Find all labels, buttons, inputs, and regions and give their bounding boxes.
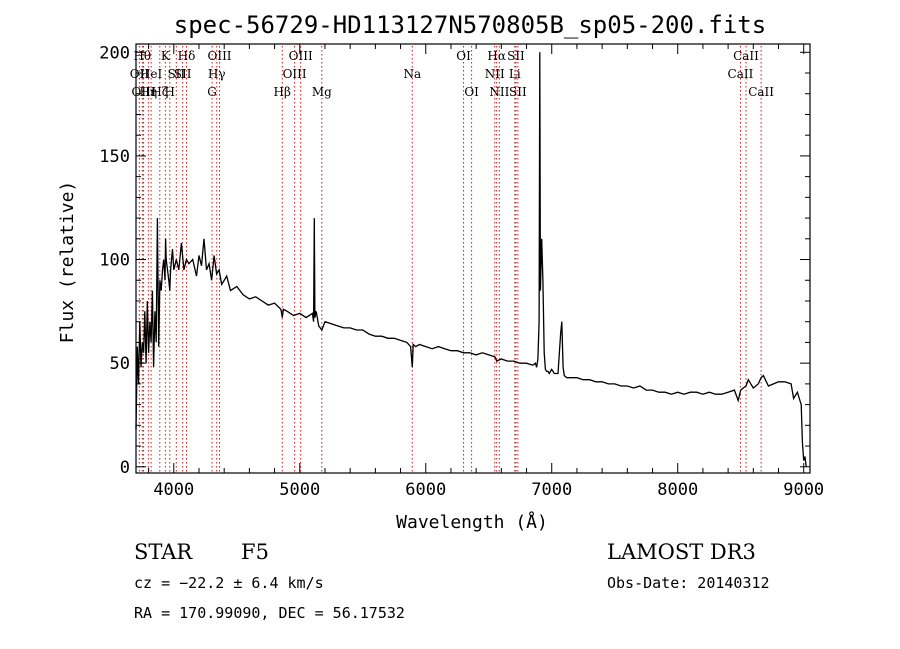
line-markers xyxy=(138,46,762,473)
y-axis: 0 50 100 150 200 xyxy=(99,43,810,478)
line-label: Mg xyxy=(312,85,332,99)
line-label: Hα xyxy=(487,49,506,63)
line-label: OIII xyxy=(283,67,307,81)
line-label: OI xyxy=(456,49,471,63)
y-tick-label: 50 xyxy=(110,354,130,374)
line-label: NII xyxy=(489,85,509,99)
line-label: G xyxy=(207,85,217,99)
line-label: Hγ xyxy=(208,67,226,81)
coordinates-readout: RA = 170.99090, DEC = 56.17532 xyxy=(134,604,405,622)
spectrum-series-line xyxy=(135,52,807,467)
x-axis-label: Wavelength (Å) xyxy=(396,511,548,533)
line-label: Hβ xyxy=(274,85,291,99)
line-label: SII xyxy=(167,67,185,81)
line-label: OI xyxy=(464,85,479,99)
line-label: SII xyxy=(174,67,192,81)
line-label: HeI xyxy=(140,67,163,81)
y-tick-label: 0 xyxy=(120,458,130,478)
x-tick-label: 8000 xyxy=(657,480,698,500)
x-tick-label: 5000 xyxy=(279,480,320,500)
line-label: OIII xyxy=(207,49,231,63)
redshift-readout: cz = −22.2 ± 6.4 km/s xyxy=(134,574,324,592)
line-label: Na xyxy=(403,67,421,81)
line-label: OIII xyxy=(132,85,156,99)
survey-name: LAMOST DR3 xyxy=(607,540,756,564)
y-axis-label: Flux (relative) xyxy=(57,181,78,344)
line-label: CaII xyxy=(728,67,754,81)
line-label: Hζ xyxy=(151,85,168,99)
line-label: SII xyxy=(507,49,525,63)
line-label: Hη xyxy=(140,85,158,99)
line-label: OII xyxy=(130,67,150,81)
line-label: Hδ xyxy=(178,49,196,63)
object-subclass: F5 xyxy=(241,540,269,564)
y-tick-label: 150 xyxy=(99,147,130,167)
chart-title: spec-56729-HD113127N570805B_sp05-200.fit… xyxy=(174,11,766,39)
plot-frame xyxy=(135,43,811,474)
line-label: NII xyxy=(485,67,505,81)
x-tick-label: 9000 xyxy=(783,480,824,500)
x-tick-label: 6000 xyxy=(405,480,446,500)
line-label: Li xyxy=(509,67,521,81)
line-labels: OIIHθOIIIHηHeIHζKHSIIHδSIIGHγOIIIHβOIIIO… xyxy=(130,49,775,99)
line-label: OIII xyxy=(289,49,313,63)
x-tick-label: 7000 xyxy=(531,480,572,500)
object-class: STAR xyxy=(134,540,193,564)
observation-date: Obs-Date: 20140312 xyxy=(607,574,770,592)
line-label: K xyxy=(161,49,171,63)
line-label: CaII xyxy=(733,49,759,63)
y-tick-label: 200 xyxy=(99,43,130,63)
line-label: SII xyxy=(509,85,527,99)
x-axis: 4000 5000 6000 7000 8000 9000 xyxy=(148,44,824,500)
y-tick-label: 100 xyxy=(99,251,130,271)
x-tick-label: 4000 xyxy=(153,480,194,500)
line-label: H xyxy=(165,85,175,99)
line-label: CaII xyxy=(748,85,774,99)
